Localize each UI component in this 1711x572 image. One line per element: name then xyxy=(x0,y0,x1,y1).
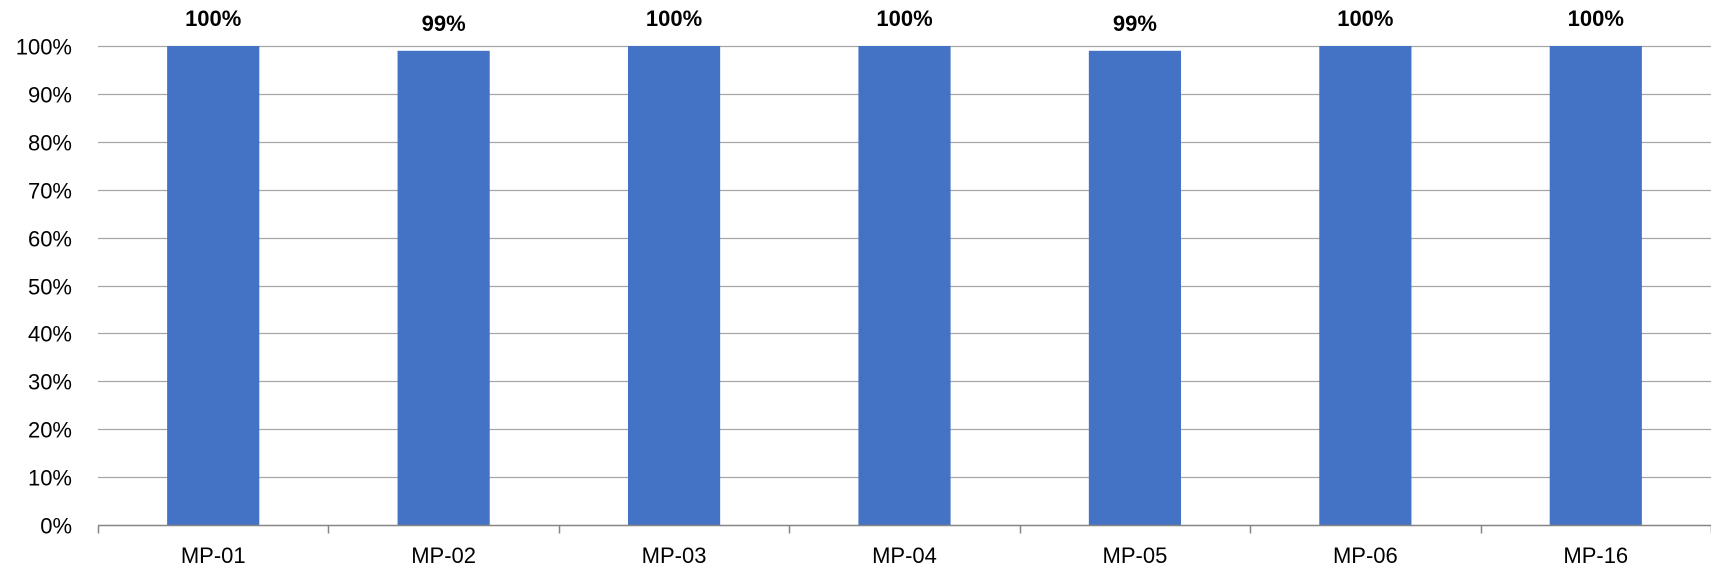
bar-data-label: 100% xyxy=(646,6,702,31)
x-category-label: MP-03 xyxy=(642,543,707,568)
x-category-label: MP-04 xyxy=(872,543,937,568)
y-tick-label: 90% xyxy=(28,83,72,108)
bar xyxy=(1549,46,1642,525)
bar-data-label: 100% xyxy=(876,6,932,31)
y-tick-label: 80% xyxy=(28,131,72,156)
bar-data-label: 100% xyxy=(1337,6,1393,31)
x-category-label: MP-06 xyxy=(1333,543,1398,568)
bar xyxy=(1088,50,1182,525)
x-category-label: MP-05 xyxy=(1103,543,1168,568)
bars xyxy=(167,46,1642,525)
y-tick-label: 10% xyxy=(28,466,72,491)
bar xyxy=(397,50,490,525)
y-tick-label: 50% xyxy=(28,275,72,300)
y-tick-label: 60% xyxy=(28,227,72,252)
bar xyxy=(167,46,260,525)
x-category-label: MP-02 xyxy=(411,543,476,568)
bar-data-label: 100% xyxy=(1568,6,1624,31)
y-tick-label: 70% xyxy=(28,179,72,204)
y-tick-label: 100% xyxy=(16,35,72,60)
bar-data-label: 99% xyxy=(422,11,466,36)
x-axis xyxy=(97,524,1711,534)
data-labels: 100% 99% 100% 100% 99% 100% 100% xyxy=(185,6,1624,36)
y-tick-label: 0% xyxy=(40,514,72,539)
bar-data-label: 100% xyxy=(185,6,241,31)
x-category-label: MP-16 xyxy=(1563,543,1628,568)
bar xyxy=(858,46,951,525)
y-tick-label: 30% xyxy=(28,370,72,395)
bar-data-label: 99% xyxy=(1113,11,1157,36)
y-axis-tick-labels: 0% 10% 20% 30% 40% 50% 60% 70% 80% 90% 100% xyxy=(16,35,72,539)
x-category-label: MP-01 xyxy=(181,543,246,568)
x-axis-category-labels: MP-01 MP-02 MP-03 MP-04 MP-05 MP-06 MP-16 xyxy=(181,543,1628,568)
y-tick-label: 40% xyxy=(28,322,72,347)
y-tick-label: 20% xyxy=(28,418,72,443)
bar xyxy=(627,46,721,525)
bar xyxy=(1319,46,1412,525)
